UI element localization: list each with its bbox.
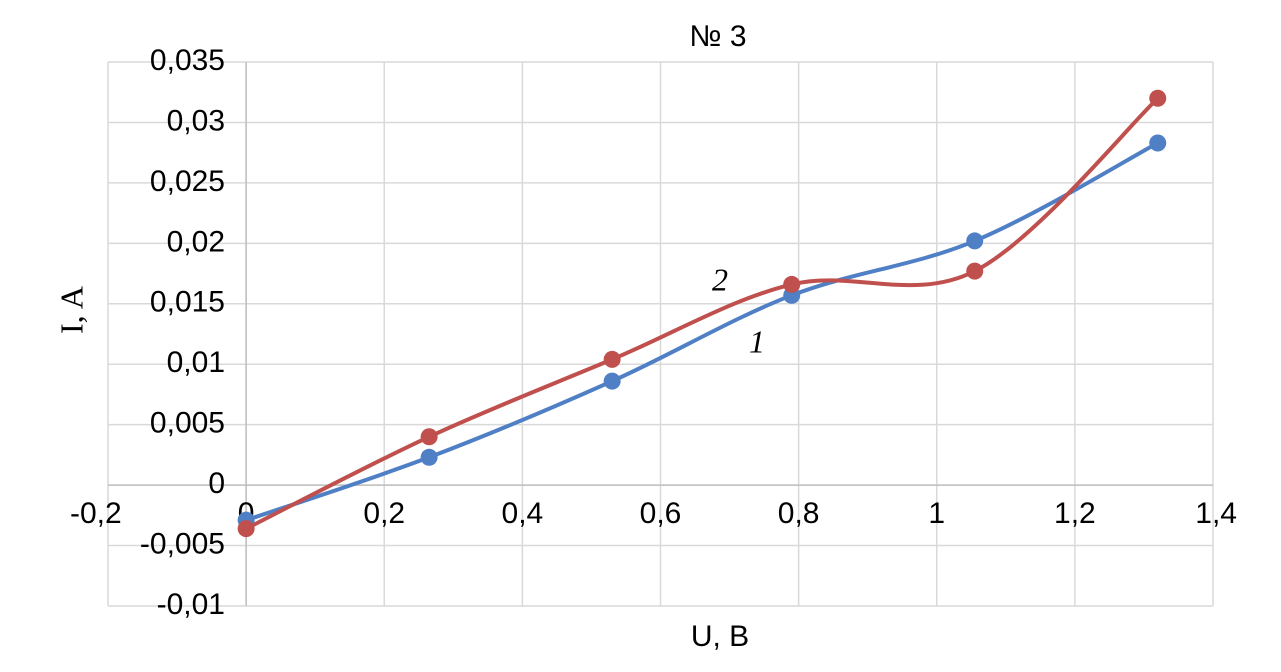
- ticks: -0,01 -0,005 0 0,005 0,01 0,015 0,02 0,025 0,03 0…: [70, 44, 1237, 621]
- x-tick-label: 1,2: [1054, 497, 1096, 530]
- data-point: [237, 520, 255, 538]
- series-line: [245, 141, 1159, 523]
- x-tick-label: 0,8: [778, 497, 820, 530]
- series-line: [245, 96, 1160, 531]
- y-tick-label: 0,015: [150, 286, 225, 319]
- data-point: [783, 275, 801, 293]
- y-tick-label: 0,03: [167, 104, 225, 137]
- y-tick-label: 0,005: [150, 407, 225, 440]
- x-axis-label: U, B: [691, 620, 749, 653]
- grid: [107, 61, 1214, 607]
- y-tick-label: 0,025: [150, 165, 225, 198]
- data-point: [966, 232, 984, 250]
- y-tick-label: -0,01: [157, 588, 225, 621]
- data-point: [1149, 89, 1167, 107]
- y-tick-label: 0,02: [167, 225, 225, 258]
- x-tick-label: 1: [928, 497, 945, 530]
- y-tick-label: -0,005: [140, 527, 225, 560]
- x-tick-label: 0,2: [363, 497, 405, 530]
- x-tick-label: 0,6: [640, 497, 682, 530]
- chart-title: № 3: [689, 20, 746, 53]
- data-point: [966, 262, 984, 280]
- y-tick-label: 0,01: [167, 346, 225, 379]
- data-point: [603, 372, 621, 390]
- data-point: [1149, 134, 1167, 152]
- data-point: [420, 448, 438, 466]
- lines: [237, 89, 1167, 538]
- data-point: [603, 350, 621, 368]
- annotation: 1: [749, 323, 765, 359]
- x-tick-label: 0,4: [502, 497, 544, 530]
- data-point: [420, 428, 438, 446]
- annotation: 2: [712, 261, 728, 297]
- y-tick-label: 0,035: [150, 44, 225, 77]
- x-tick-label: 1,4: [1195, 497, 1237, 530]
- x-tick-label: -0,2: [70, 497, 122, 530]
- y-tick-label: 0: [208, 467, 225, 500]
- y-axis-label: I, A: [53, 286, 89, 334]
